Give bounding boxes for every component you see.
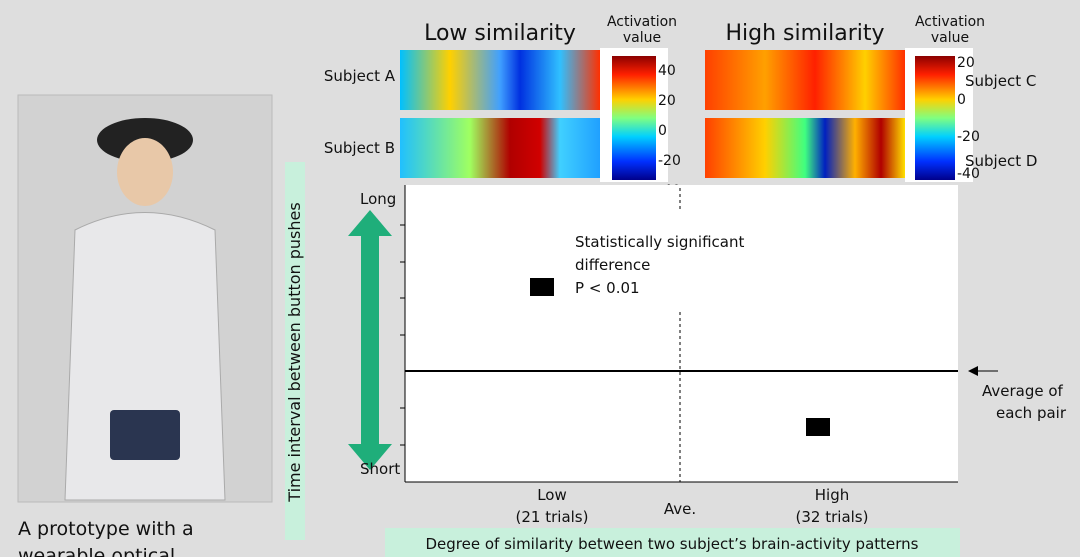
colorbar-tick: 20 — [957, 55, 975, 71]
heatmap — [400, 118, 600, 178]
colorbar-title: value — [623, 30, 661, 46]
colorbar-tick: 0 — [957, 92, 966, 108]
y-label: Short — [360, 460, 400, 478]
x-label: Low — [537, 486, 567, 504]
marker — [806, 418, 830, 436]
heatmap-title: Low similarity — [424, 21, 576, 46]
colorbar-tick: 40 — [658, 63, 676, 79]
colorbar — [915, 56, 955, 180]
heatmap — [705, 118, 905, 178]
marker — [530, 278, 554, 296]
subject-label: Subject C — [965, 72, 1036, 90]
y-ticks — [400, 224, 405, 446]
y-title-bg — [285, 162, 305, 540]
caption: wearable optical — [18, 545, 175, 557]
y-label: Long — [360, 190, 396, 208]
double-arrow — [348, 210, 392, 470]
annotation: Statistically significant — [575, 233, 744, 251]
heatmap — [400, 50, 600, 110]
subject-label: Subject A — [324, 67, 396, 85]
x-title: Degree of similarity between two subject… — [426, 535, 919, 553]
x-label: (21 trials) — [516, 508, 589, 526]
pointer-head — [968, 366, 978, 376]
y-title: Time interval between button pushes — [285, 202, 304, 502]
colorbar-tick: -20 — [658, 153, 681, 169]
colorbar-tick: -20 — [957, 129, 980, 145]
x-label: High — [815, 486, 849, 504]
annotation: P < 0.01 — [575, 279, 640, 297]
colorbar-tick: 20 — [658, 93, 676, 109]
note: each pair — [996, 404, 1067, 422]
x-title-bg — [385, 528, 960, 557]
note: Average of — [982, 382, 1064, 400]
colorbar-title: Activation — [915, 14, 985, 30]
subject-label: Subject B — [324, 139, 395, 157]
colorbar-title: Activation — [607, 14, 677, 30]
colorbar-tick: 0 — [658, 123, 667, 139]
annotation: difference — [575, 256, 650, 274]
colorbar-tick: -40 — [957, 166, 980, 182]
heatmap — [705, 50, 905, 110]
x-label: Ave. — [664, 500, 696, 518]
colorbar-title: value — [931, 30, 969, 46]
x-label: (32 trials) — [796, 508, 869, 526]
colorbar — [612, 56, 656, 180]
subject-label: Subject D — [965, 152, 1037, 170]
caption: A prototype with a — [18, 518, 194, 540]
plot-area — [405, 185, 958, 482]
heatmap-title: High similarity — [725, 21, 884, 46]
photo — [17, 94, 273, 503]
